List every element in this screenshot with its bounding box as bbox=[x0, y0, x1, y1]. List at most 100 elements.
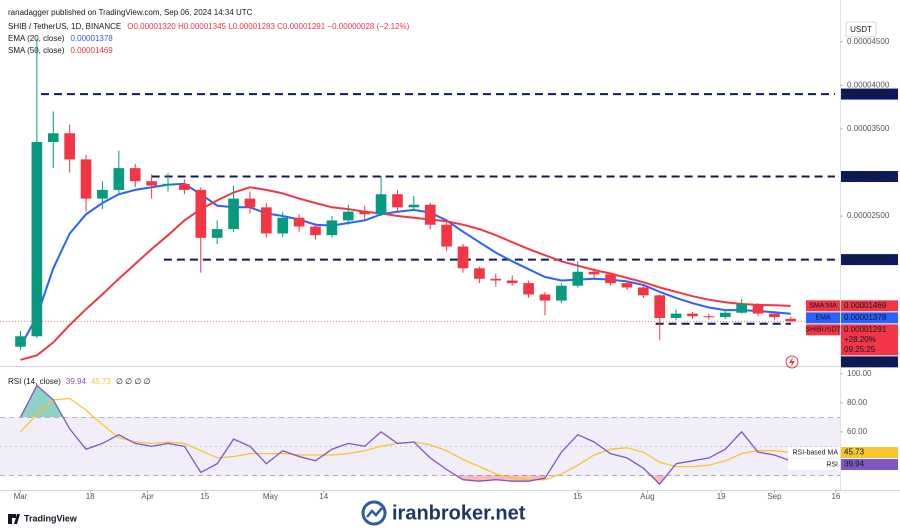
candle-body bbox=[310, 226, 321, 236]
candle-body bbox=[490, 278, 502, 281]
watermark-logo-arrow bbox=[366, 507, 383, 518]
candle-body bbox=[15, 336, 26, 347]
ohlc-quote: O0.00001320 H0.00001345 L0.00001283 C0.0… bbox=[127, 22, 409, 31]
candle-body bbox=[637, 287, 649, 296]
rsi-label: 39.94 bbox=[844, 460, 865, 469]
candle-body bbox=[474, 268, 485, 279]
candle-body bbox=[539, 294, 551, 301]
candle-body bbox=[80, 159, 92, 199]
indicator-name: EMA (20, close) bbox=[8, 34, 65, 43]
candle-body bbox=[97, 189, 108, 199]
candle-body bbox=[703, 316, 715, 318]
candle-body bbox=[113, 168, 125, 190]
candle-body bbox=[506, 280, 518, 284]
rsi-tag-box bbox=[788, 447, 840, 459]
price-label-box bbox=[841, 324, 898, 356]
indicator-line bbox=[20, 186, 791, 361]
price-label: 0.00002954 bbox=[844, 172, 887, 181]
candle-body bbox=[261, 207, 272, 234]
indicator-legend: SMA (50, close) 0.00001469 bbox=[8, 46, 113, 55]
candle-body bbox=[572, 271, 584, 286]
rsi-value: 45.73 bbox=[91, 377, 112, 386]
price-tag: SHIBUSDT bbox=[805, 327, 841, 334]
candle-body bbox=[195, 189, 207, 238]
x-tick-label: 15 bbox=[200, 492, 209, 501]
candle-body bbox=[293, 217, 305, 227]
candle-body bbox=[146, 181, 157, 186]
candle-body bbox=[359, 211, 371, 215]
rsi-plot bbox=[19, 384, 792, 486]
candle-body bbox=[162, 183, 174, 186]
y-tick-label: 100.00 bbox=[847, 369, 872, 378]
x-tick-label: Aug bbox=[640, 492, 654, 501]
rsi-na: ∅ ∅ ∅ ∅ bbox=[116, 377, 151, 386]
price-label-box bbox=[841, 254, 898, 266]
candle-body bbox=[228, 198, 239, 230]
price-label-box bbox=[841, 88, 898, 100]
indicator-line bbox=[19, 182, 791, 348]
price-label: 0.00003900 bbox=[844, 89, 887, 98]
currency-box bbox=[845, 21, 877, 38]
indicator-line bbox=[19, 384, 792, 486]
price-label: 0.00001378 bbox=[844, 313, 887, 322]
y-tick-label: 0.00002500 bbox=[847, 211, 890, 220]
candle-body bbox=[719, 312, 731, 318]
rsi-value: 39.94 bbox=[66, 377, 87, 386]
symbol-title: SHIB / TetherUS, 1D, BINANCE bbox=[8, 22, 121, 31]
price-label-box bbox=[841, 356, 898, 368]
x-tick-label: May bbox=[263, 492, 278, 501]
price-tag-box bbox=[806, 300, 840, 312]
x-tick-label: 19 bbox=[717, 492, 726, 501]
rsi-legend: RSI (14, close) 39.94 45.73 ∅ ∅ ∅ ∅ bbox=[8, 377, 151, 386]
candle-body bbox=[64, 133, 75, 160]
price-label: 0.00001264 bbox=[844, 357, 887, 366]
candle-body bbox=[654, 295, 666, 318]
candle-body bbox=[670, 313, 682, 318]
candle-body bbox=[179, 183, 190, 190]
candle-body bbox=[556, 285, 567, 301]
alert-icon[interactable] bbox=[785, 355, 799, 369]
candle-body bbox=[785, 318, 797, 322]
rsi-label-box bbox=[841, 447, 898, 459]
x-tick-label: 14 bbox=[319, 492, 328, 501]
price-label-box bbox=[841, 300, 898, 312]
candle-body bbox=[375, 194, 387, 215]
price-label: 0.00002000 bbox=[844, 255, 887, 264]
rsi-tag-box bbox=[788, 459, 840, 471]
y-tick-label: 0.00004500 bbox=[847, 37, 890, 46]
watermark-logo bbox=[361, 500, 387, 526]
price-tag: SMA:MA bbox=[809, 303, 837, 310]
price-tag: EMA bbox=[815, 315, 831, 322]
price-label-box bbox=[841, 170, 898, 182]
y-tick-label: 0.00004000 bbox=[847, 80, 890, 89]
candle-body bbox=[31, 141, 43, 337]
rsi-label: 45.73 bbox=[844, 448, 865, 457]
y-tick-label: 80.00 bbox=[847, 398, 868, 407]
rsi-label-box bbox=[841, 459, 898, 471]
x-tick-label: Sep bbox=[767, 492, 782, 501]
x-tick-label: Mar bbox=[14, 492, 28, 501]
tradingview-logo bbox=[8, 514, 20, 524]
candle-body bbox=[588, 271, 600, 275]
candle-body bbox=[326, 220, 338, 236]
currency: USDT bbox=[850, 25, 872, 34]
y-tick-label: 60.00 bbox=[847, 427, 868, 436]
candle-body bbox=[408, 204, 420, 208]
x-tick-label: 18 bbox=[86, 492, 95, 501]
candle-body bbox=[523, 283, 534, 295]
publisher-line: ranadagger published on TradingView.com,… bbox=[8, 8, 253, 17]
candle-body bbox=[424, 204, 436, 225]
price-label: +28.20% bbox=[844, 335, 876, 344]
indicator-value: 0.00001469 bbox=[70, 46, 113, 55]
price-label: 09:25:25 bbox=[844, 345, 876, 354]
candle-body bbox=[621, 283, 633, 288]
rsi-tag: RSI-based MA bbox=[792, 449, 838, 456]
rsi-title: RSI (14, close) bbox=[8, 377, 61, 386]
candle-body bbox=[277, 217, 289, 234]
candle-body bbox=[687, 313, 698, 317]
candle-body bbox=[342, 211, 354, 221]
candle-body bbox=[752, 304, 764, 314]
price-label: 0.00001291 bbox=[844, 325, 887, 334]
candle-body bbox=[211, 229, 223, 238]
